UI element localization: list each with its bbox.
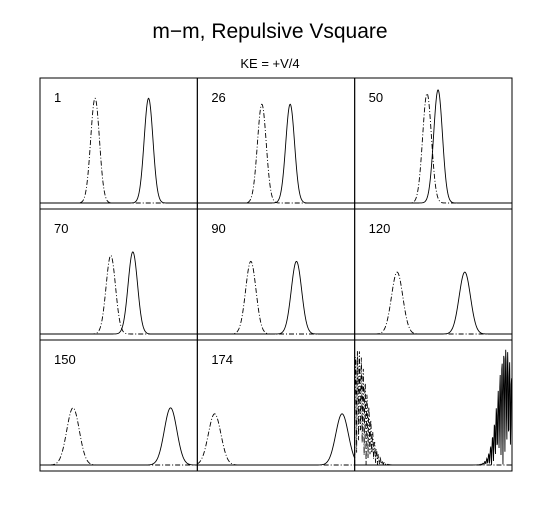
solid-peak-curve: [40, 407, 198, 466]
panel-label: 1: [54, 90, 61, 105]
solid-peak-curve: [354, 349, 513, 466]
panel-7: 150: [39, 339, 198, 472]
dashdot-peak-curve: [354, 92, 512, 204]
panel-1: 1: [39, 77, 198, 210]
solid-peak-curve: [354, 89, 512, 204]
solid-peak-curve: [197, 260, 355, 335]
panel-8: 174: [196, 339, 356, 472]
panel-label: 70: [54, 221, 68, 236]
panel-frame: [39, 77, 198, 210]
dashdot-peak-curve: [354, 271, 512, 335]
chart-subtitle: KE = +V/4: [240, 56, 300, 71]
dashdot-peak-curve: [40, 254, 198, 335]
panel-label: 174: [211, 352, 233, 367]
solid-peak-curve: [40, 97, 198, 204]
panel-4: 70: [39, 208, 198, 341]
dashdot-peak-curve: [354, 351, 512, 466]
panel-label: 26: [211, 90, 225, 105]
solid-peak-curve: [40, 251, 198, 335]
dashdot-peak-curve: [197, 103, 355, 204]
panel-5: 90: [196, 208, 356, 341]
panel-label: 150: [54, 352, 76, 367]
dashdot-peak-curve: [197, 260, 355, 335]
panel-label: 120: [369, 221, 391, 236]
panel-label: 90: [211, 221, 225, 236]
dashdot-peak-curve: [197, 413, 355, 466]
solid-peak-curve: [354, 271, 512, 335]
panel-9: [354, 339, 513, 472]
panel-label: 50: [369, 90, 383, 105]
panel-frame: [354, 339, 513, 472]
chart-title: m−m, Repulsive Vsquare: [152, 20, 388, 43]
panel-3: 50: [354, 77, 513, 210]
solid-peak-curve: [197, 413, 356, 466]
solid-peak-curve: [197, 103, 355, 204]
panel-2: 26: [196, 77, 356, 210]
panel-6: 120: [354, 208, 513, 341]
dashdot-peak-curve: [40, 97, 198, 204]
